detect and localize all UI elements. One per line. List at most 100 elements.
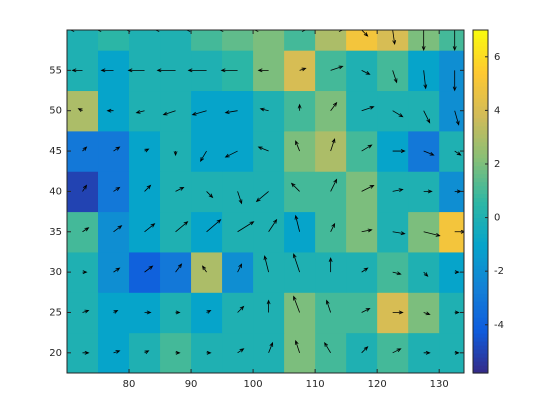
arrow xyxy=(106,108,114,113)
colorbar-step xyxy=(473,293,488,298)
arrow xyxy=(392,110,404,118)
colorbar-step xyxy=(473,233,488,238)
heatmap-cell xyxy=(346,332,378,373)
arrow xyxy=(237,263,243,273)
arrow xyxy=(392,231,406,236)
heatmap-cell xyxy=(253,30,285,51)
colorbar-step xyxy=(473,333,488,338)
arrow xyxy=(144,310,152,315)
heatmap-cell xyxy=(439,251,464,293)
colorbar-step xyxy=(473,205,488,211)
colorbar-step xyxy=(473,309,488,314)
colorbar-step xyxy=(473,121,488,127)
arrow xyxy=(100,68,114,73)
arrow xyxy=(200,150,207,162)
arrow xyxy=(156,68,176,73)
y-tick-label: 35 xyxy=(49,227,62,238)
colorbar-step xyxy=(473,213,488,219)
y-tick-label: 50 xyxy=(49,106,62,117)
colorbar-frame xyxy=(472,29,489,374)
arrow xyxy=(423,350,431,355)
colorbar-step xyxy=(473,349,488,354)
arrow xyxy=(392,348,402,354)
heatmap-cell xyxy=(191,251,223,293)
x-tick-label: 90 xyxy=(185,379,198,390)
x-tick-label: 110 xyxy=(306,379,325,390)
heatmap-cell xyxy=(284,30,316,51)
arrow xyxy=(421,30,426,52)
arrow xyxy=(259,107,269,112)
arrow xyxy=(330,101,338,111)
heatmap-cell xyxy=(67,171,99,213)
colorbar-step xyxy=(473,137,488,143)
arrow xyxy=(187,68,207,73)
arrow xyxy=(294,214,301,232)
arrow xyxy=(299,67,307,72)
arrow xyxy=(224,150,238,158)
arrow xyxy=(361,30,369,37)
colorbar-step xyxy=(473,113,488,119)
colorbar-step xyxy=(473,257,488,262)
arrow xyxy=(113,225,123,233)
heatmap-cell xyxy=(284,130,316,172)
colorbar-step xyxy=(473,189,488,195)
heatmap-cell xyxy=(253,292,285,334)
colorbar-step xyxy=(473,117,488,123)
colorbar-step xyxy=(473,361,488,366)
arrow xyxy=(292,253,300,273)
colorbar-step xyxy=(473,101,488,107)
heatmap-cell xyxy=(284,211,316,253)
colorbar-step xyxy=(473,345,488,350)
heatmap xyxy=(67,30,464,373)
arrow xyxy=(218,30,238,32)
arrow xyxy=(113,146,121,152)
arrow xyxy=(268,218,278,232)
arrow xyxy=(423,150,435,156)
heatmap-cell xyxy=(129,90,161,132)
heatmap-cell xyxy=(253,90,285,132)
colorbar-step xyxy=(473,57,488,63)
heatmap-cell xyxy=(98,30,130,51)
colorbar-step xyxy=(473,301,488,306)
heatmap-cell xyxy=(439,292,464,334)
colorbar-step xyxy=(473,109,488,115)
arrow xyxy=(268,341,274,353)
arrow xyxy=(82,184,88,192)
quiver xyxy=(69,30,464,355)
x-tick-label: 80 xyxy=(123,379,136,390)
heatmap-cell xyxy=(160,90,192,132)
colorbar-step xyxy=(473,81,488,87)
heatmap-cell xyxy=(315,90,347,132)
x-tick-label: 130 xyxy=(430,379,449,390)
colorbar-step xyxy=(473,125,488,131)
colorbar-step xyxy=(473,289,488,294)
arrow xyxy=(253,30,269,32)
heatmap-cell xyxy=(191,90,223,132)
arrow xyxy=(293,295,300,313)
heatmap-cell xyxy=(315,30,347,51)
arrow xyxy=(144,223,156,233)
arrow xyxy=(290,182,300,192)
colorbar: -4 -2 0 2 4 6 xyxy=(472,29,504,374)
arrow xyxy=(237,348,245,354)
arrow xyxy=(202,265,207,273)
arrow xyxy=(299,30,307,32)
arrow xyxy=(96,30,114,32)
colorbar-step xyxy=(473,169,488,175)
heatmap-cell xyxy=(439,30,464,51)
heatmap-cell xyxy=(315,130,347,172)
arrow xyxy=(361,267,369,273)
arrow xyxy=(175,263,183,273)
heatmap-cell xyxy=(377,30,409,51)
colorbar-step xyxy=(473,277,488,282)
heatmap-cell xyxy=(315,332,347,373)
colorbar-step xyxy=(473,285,488,290)
arrow xyxy=(454,270,460,275)
arrow xyxy=(392,271,402,276)
colorbar-step xyxy=(473,253,488,258)
arrow xyxy=(392,188,404,192)
colorbar-step xyxy=(473,165,488,171)
colorbar-step xyxy=(473,201,488,207)
heatmap-cell xyxy=(253,130,285,172)
heatmap-cell xyxy=(439,332,464,373)
